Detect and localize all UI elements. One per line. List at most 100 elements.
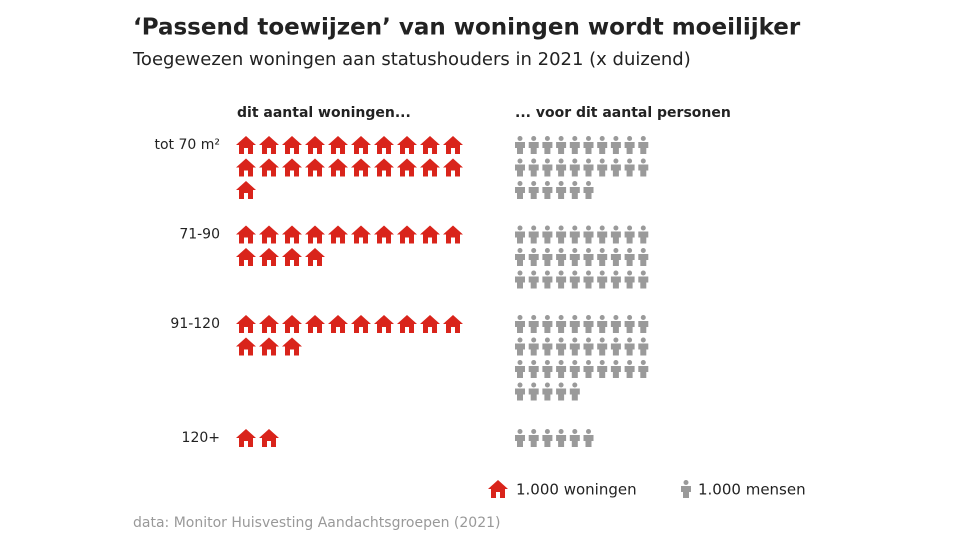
person-icon [610, 248, 621, 266]
house-icon [397, 225, 417, 244]
person-body [583, 231, 594, 244]
person-head [531, 315, 537, 320]
person-head [558, 225, 564, 231]
person-head [586, 270, 591, 276]
person-icon [597, 270, 608, 289]
person-head [517, 382, 523, 388]
house-icon [259, 315, 279, 333]
person-head [572, 181, 578, 186]
house-icon [305, 315, 325, 333]
person-head [586, 360, 591, 365]
person-icon [624, 337, 635, 356]
house-icon [305, 225, 325, 244]
person-icon [638, 337, 649, 356]
person-icon [556, 429, 567, 447]
person-head [599, 248, 605, 253]
person-body [528, 366, 539, 378]
person-icon [556, 136, 567, 154]
house-icon [328, 315, 348, 333]
person-icon [597, 360, 608, 378]
person-head [613, 337, 619, 343]
person-body [515, 435, 525, 447]
person-head [531, 270, 537, 276]
person-icon [556, 360, 567, 378]
person-icon [515, 315, 525, 333]
person-head [531, 136, 537, 141]
person-head [517, 429, 523, 434]
person-body [515, 164, 525, 177]
person-body [624, 276, 635, 289]
person-icon [610, 315, 621, 333]
house-icon [282, 158, 302, 177]
house-icon [236, 225, 256, 244]
person-head [572, 315, 578, 320]
person-head [544, 181, 550, 186]
house-icon [236, 429, 256, 447]
person-icon [610, 270, 621, 289]
person-head [531, 225, 537, 231]
house-icon [282, 315, 302, 333]
person-body [528, 187, 539, 199]
person-body [515, 231, 525, 244]
person-body [624, 142, 635, 154]
person-body [528, 343, 539, 356]
person-icon [542, 225, 553, 244]
house-icon [351, 225, 371, 244]
person-body [569, 164, 580, 177]
person-body [610, 276, 621, 289]
person-head [558, 181, 564, 186]
person-icon [624, 248, 635, 266]
person-icon [597, 136, 608, 154]
person-head [640, 360, 646, 365]
person-head [599, 360, 605, 365]
person-body [638, 142, 649, 154]
person-icon [638, 225, 649, 244]
person-icon [583, 158, 594, 177]
person-head [586, 181, 591, 186]
person-icon [515, 270, 525, 289]
person-body [515, 187, 525, 199]
person-icon [583, 225, 594, 244]
person-body [542, 435, 553, 447]
house-icon [305, 136, 325, 154]
person-head [544, 136, 550, 141]
person-body [528, 276, 539, 289]
person-body [638, 164, 649, 177]
house-icon [282, 248, 302, 266]
person-body [556, 276, 567, 289]
person-head [586, 158, 591, 164]
house-icon [236, 248, 256, 266]
house-icon [259, 337, 279, 356]
person-body [515, 142, 525, 154]
person-icon [528, 337, 539, 356]
house-icon [374, 136, 394, 154]
house-icon [282, 337, 302, 356]
person-head [517, 181, 523, 186]
person-body [583, 321, 594, 333]
person-head [613, 158, 619, 164]
person-body [610, 142, 621, 154]
person-body [638, 231, 649, 244]
person-head [544, 248, 550, 253]
person-icon [528, 382, 539, 401]
house-icon [420, 158, 440, 177]
person-head [517, 158, 523, 164]
person-head [613, 136, 619, 141]
person-icon [624, 225, 635, 244]
person-icon [515, 360, 525, 378]
person-icon [556, 225, 567, 244]
person-body [542, 343, 553, 356]
person-icon [569, 136, 580, 154]
house-icon [328, 158, 348, 177]
person-icon [542, 382, 553, 401]
person-icon [528, 315, 539, 333]
person-icon [569, 382, 580, 401]
person-group [515, 225, 649, 289]
person-body [583, 187, 594, 199]
person-head [613, 360, 619, 365]
person-icon [638, 270, 649, 289]
person-head [544, 337, 550, 343]
person-body [569, 435, 580, 447]
category-label: 91-120 [170, 316, 220, 332]
house-icon [236, 315, 256, 333]
